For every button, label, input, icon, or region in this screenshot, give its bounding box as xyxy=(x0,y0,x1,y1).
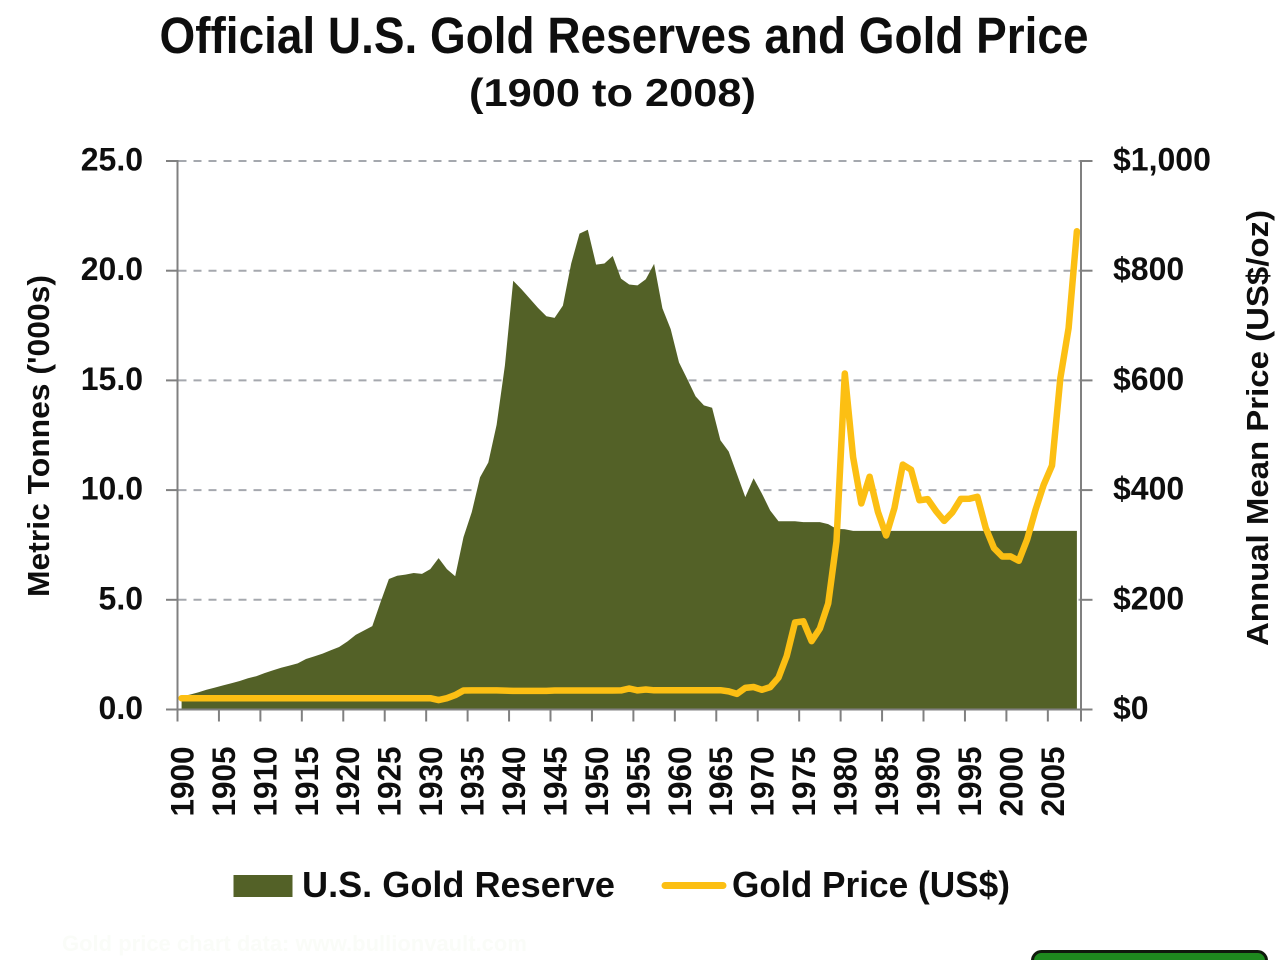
svg-text:2005: 2005 xyxy=(1035,747,1071,817)
svg-text:$800: $800 xyxy=(1113,251,1184,287)
svg-text:1950: 1950 xyxy=(579,747,615,817)
svg-text:1925: 1925 xyxy=(372,747,408,817)
svg-text:1900: 1900 xyxy=(164,747,200,817)
svg-text:1980: 1980 xyxy=(828,747,864,817)
svg-text:U.S. Gold Reserve: U.S. Gold Reserve xyxy=(302,864,615,905)
svg-text:$200: $200 xyxy=(1113,580,1184,616)
svg-text:1995: 1995 xyxy=(952,747,988,817)
svg-text:Official U.S. Gold Reserves an: Official U.S. Gold Reserves and Gold Pri… xyxy=(160,7,1089,64)
svg-text:1990: 1990 xyxy=(911,747,947,817)
svg-text:1975: 1975 xyxy=(786,747,822,817)
svg-text:$1,000: $1,000 xyxy=(1113,142,1211,178)
svg-text:1945: 1945 xyxy=(537,747,573,817)
svg-text:5.0: 5.0 xyxy=(99,580,143,616)
svg-text:$0: $0 xyxy=(1113,690,1149,726)
svg-text:Gold Price (US$): Gold Price (US$) xyxy=(732,864,1010,905)
svg-text:1905: 1905 xyxy=(206,747,242,817)
svg-text:1960: 1960 xyxy=(662,747,698,817)
svg-text:Metric Tonnes ('000s): Metric Tonnes ('000s) xyxy=(21,275,56,597)
svg-text:1915: 1915 xyxy=(289,747,325,817)
svg-text:Gold price chart data: www.bul: Gold price chart data: www.bullionvault.… xyxy=(62,931,527,956)
svg-text:1940: 1940 xyxy=(496,747,532,817)
svg-text:BullionVault: BullionVault xyxy=(1071,956,1222,960)
svg-text:1920: 1920 xyxy=(330,747,366,817)
svg-text:0.0: 0.0 xyxy=(99,690,143,726)
svg-text:$400: $400 xyxy=(1113,471,1184,507)
svg-text:(1900 to 2008): (1900 to 2008) xyxy=(469,72,756,115)
svg-text:1930: 1930 xyxy=(413,747,449,817)
svg-text:15.0: 15.0 xyxy=(81,361,143,397)
svg-text:1985: 1985 xyxy=(869,747,905,817)
svg-text:Annual Mean Price (US$/oz): Annual Mean Price (US$/oz) xyxy=(1240,210,1275,646)
svg-text:25.0: 25.0 xyxy=(81,142,143,178)
svg-text:2000: 2000 xyxy=(993,747,1029,817)
svg-text:$600: $600 xyxy=(1113,361,1184,397)
svg-text:1970: 1970 xyxy=(745,747,781,817)
svg-text:10.0: 10.0 xyxy=(81,471,143,507)
svg-text:1955: 1955 xyxy=(620,747,656,817)
svg-text:1965: 1965 xyxy=(703,747,739,817)
svg-text:1910: 1910 xyxy=(247,747,283,817)
svg-text:20.0: 20.0 xyxy=(81,251,143,287)
svg-text:1935: 1935 xyxy=(455,747,491,817)
